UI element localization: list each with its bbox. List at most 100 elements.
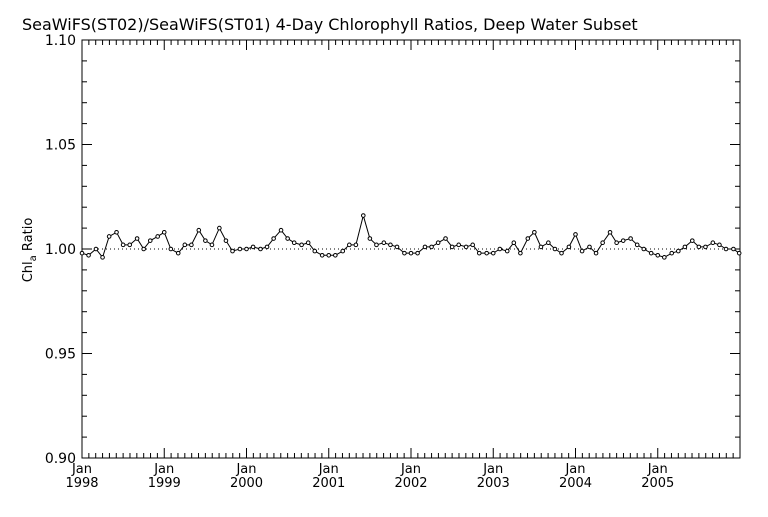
data-point [333,252,338,258]
x-tick-month-label: Jan [482,462,503,477]
x-tick-year-label: 2005 [641,476,674,491]
data-point [600,240,605,246]
x-tick-year-label: 2001 [312,476,345,491]
data-point [189,242,194,248]
data-point [244,246,249,252]
x-tick-year-label: 1999 [148,476,181,491]
data-point [422,244,428,250]
data-point [264,244,270,250]
data-point [655,252,661,258]
data-point [305,240,311,246]
data-point [182,242,188,248]
y-axis-label-rest: Ratio [21,218,36,256]
data-point [456,242,462,248]
data-point [538,244,544,250]
y-tick-label: 0.90 [45,451,76,467]
data-point [134,236,140,241]
data-point [607,229,613,235]
series-layer [79,213,742,260]
data-point [402,250,407,256]
data-point [676,248,681,254]
data-point [736,250,742,256]
y-tick-label: 1.05 [45,138,76,154]
y-axis-label: Chla Ratio [21,218,39,283]
data-point [628,236,633,241]
data-point [299,242,304,248]
y-tick-label: 1.00 [45,242,76,258]
data-point [79,250,85,256]
data-point [689,238,695,243]
data-point [237,246,243,252]
data-point [319,252,325,258]
data-point [217,225,222,231]
chart-title: SeaWiFS(ST02)/SeaWiFS(ST01) 4-Day Chloro… [22,15,638,34]
x-tick-year-label: 2004 [559,476,592,491]
data-point [415,250,420,256]
data-point [161,229,167,235]
x-tick-year-label: 2002 [394,476,427,491]
data-point [203,238,208,243]
data-point [147,238,153,243]
data-point [175,250,181,256]
data-point [723,246,729,252]
data-point [86,252,91,258]
tick-layer: 0.900.951.001.051.10Jan1998Jan1999Jan200… [45,33,741,491]
data-point [669,250,675,256]
x-tick-year-label: 2003 [477,476,510,491]
data-point [168,246,174,252]
data-point [546,240,551,246]
data-point [490,250,496,256]
x-tick-year-label: 2000 [230,476,263,491]
data-point [504,248,510,254]
data-point [587,244,592,250]
x-tick-month-label: Jan [400,462,421,477]
data-point [388,242,393,248]
data-point [435,240,441,246]
data-point [127,242,133,248]
data-point [291,240,297,246]
data-point [312,248,318,254]
data-point [717,242,722,248]
data-point [155,234,160,239]
data-point [484,250,489,256]
data-point [360,213,366,218]
y-tick-label: 0.95 [45,347,76,363]
x-tick-month-label: Jan [647,462,668,477]
data-point [662,255,667,260]
x-tick-month-label: Jan [564,462,585,477]
data-point [106,234,112,239]
data-point [559,250,564,256]
x-tick-month-label: Jan [71,462,92,477]
x-tick-month-label: Jan [153,462,174,477]
data-point [93,246,99,252]
data-point [394,244,400,250]
data-point [552,246,558,252]
data-point [476,250,482,256]
x-tick-month-label: Jan [235,462,256,477]
data-point [340,248,346,254]
data-point [209,242,215,248]
data-point [648,250,654,256]
data-point [326,252,332,258]
data-point [641,246,647,252]
data-point [141,246,146,252]
data-point [593,250,599,256]
data-point [620,238,626,243]
data-point [230,248,235,254]
data-point [367,236,373,241]
data-point [470,242,475,248]
y-tick-label: 1.10 [45,33,76,49]
data-point [353,242,359,248]
data-point [579,248,585,254]
data-point [250,244,256,250]
data-point [408,250,414,256]
data-point [614,240,619,246]
data-point [463,244,469,250]
data-point [285,236,290,241]
data-point [271,236,276,241]
y-axis-label-main: Chl [21,261,36,282]
data-point [374,242,379,248]
data-point [696,244,702,250]
